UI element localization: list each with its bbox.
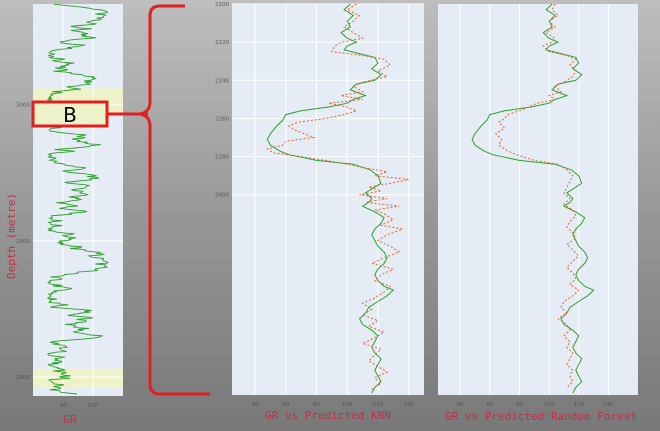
shaded-zone (33, 368, 123, 388)
y-tick-label: 2200 (215, 2, 229, 8)
gr-series-line (266, 3, 395, 394)
plot-area (438, 4, 638, 395)
x-tick-label: 100 (88, 403, 99, 409)
y-tick-label: 2220 (215, 40, 229, 46)
random-forest-chart: 40 60 80 100 120 140 GR vs Predicted Random F… (438, 3, 638, 423)
gr-series-line (46, 3, 109, 395)
x-tick-label: 100 (544, 402, 555, 408)
zone-label: B (63, 103, 77, 127)
x-axis-label: GR vs Predicted Random Forest (445, 410, 637, 423)
y-tick-label: 2280 (215, 155, 229, 161)
x-tick-label: 40 (252, 402, 259, 408)
gr-log-chart: Depth (metre) 501002000250030003500 B GR (5, 3, 123, 426)
x-tick-label: 80 (313, 402, 320, 408)
gr-series-line (471, 3, 595, 394)
x-tick-label: 80 (516, 402, 523, 408)
y-tick-label: 3000 (16, 103, 30, 109)
x-tick-label: 50 (60, 403, 67, 409)
predicted-series-line (494, 3, 580, 388)
bracket-connector (107, 4, 210, 396)
knn-chart: 40 60 80 100 120 140220022202240226022802400 … (215, 2, 424, 422)
curly-bracket (139, 4, 210, 396)
x-tick-label: 60 (282, 402, 289, 408)
y-tick-label: 2000 (16, 375, 30, 381)
y-tick-label: 2500 (16, 239, 30, 245)
y-axis-label: Depth (metre) (5, 193, 18, 279)
x-tick-label: 140 (403, 402, 414, 408)
x-tick-label: 140 (603, 402, 614, 408)
x-tick-label: 40 (457, 402, 464, 408)
y-tick-label: 2260 (215, 116, 229, 122)
plot-area (232, 4, 424, 395)
x-tick-label: 100 (342, 402, 353, 408)
x-tick-label: 120 (573, 402, 584, 408)
x-tick-label: 120 (373, 402, 384, 408)
x-tick-label: 60 (486, 402, 493, 408)
x-axis-label: GR vs Predicted KNN (265, 409, 391, 422)
y-tick-label: 2400 (215, 193, 229, 199)
y-tick-label: 2240 (215, 78, 229, 84)
x-axis-label: GR (63, 413, 77, 426)
